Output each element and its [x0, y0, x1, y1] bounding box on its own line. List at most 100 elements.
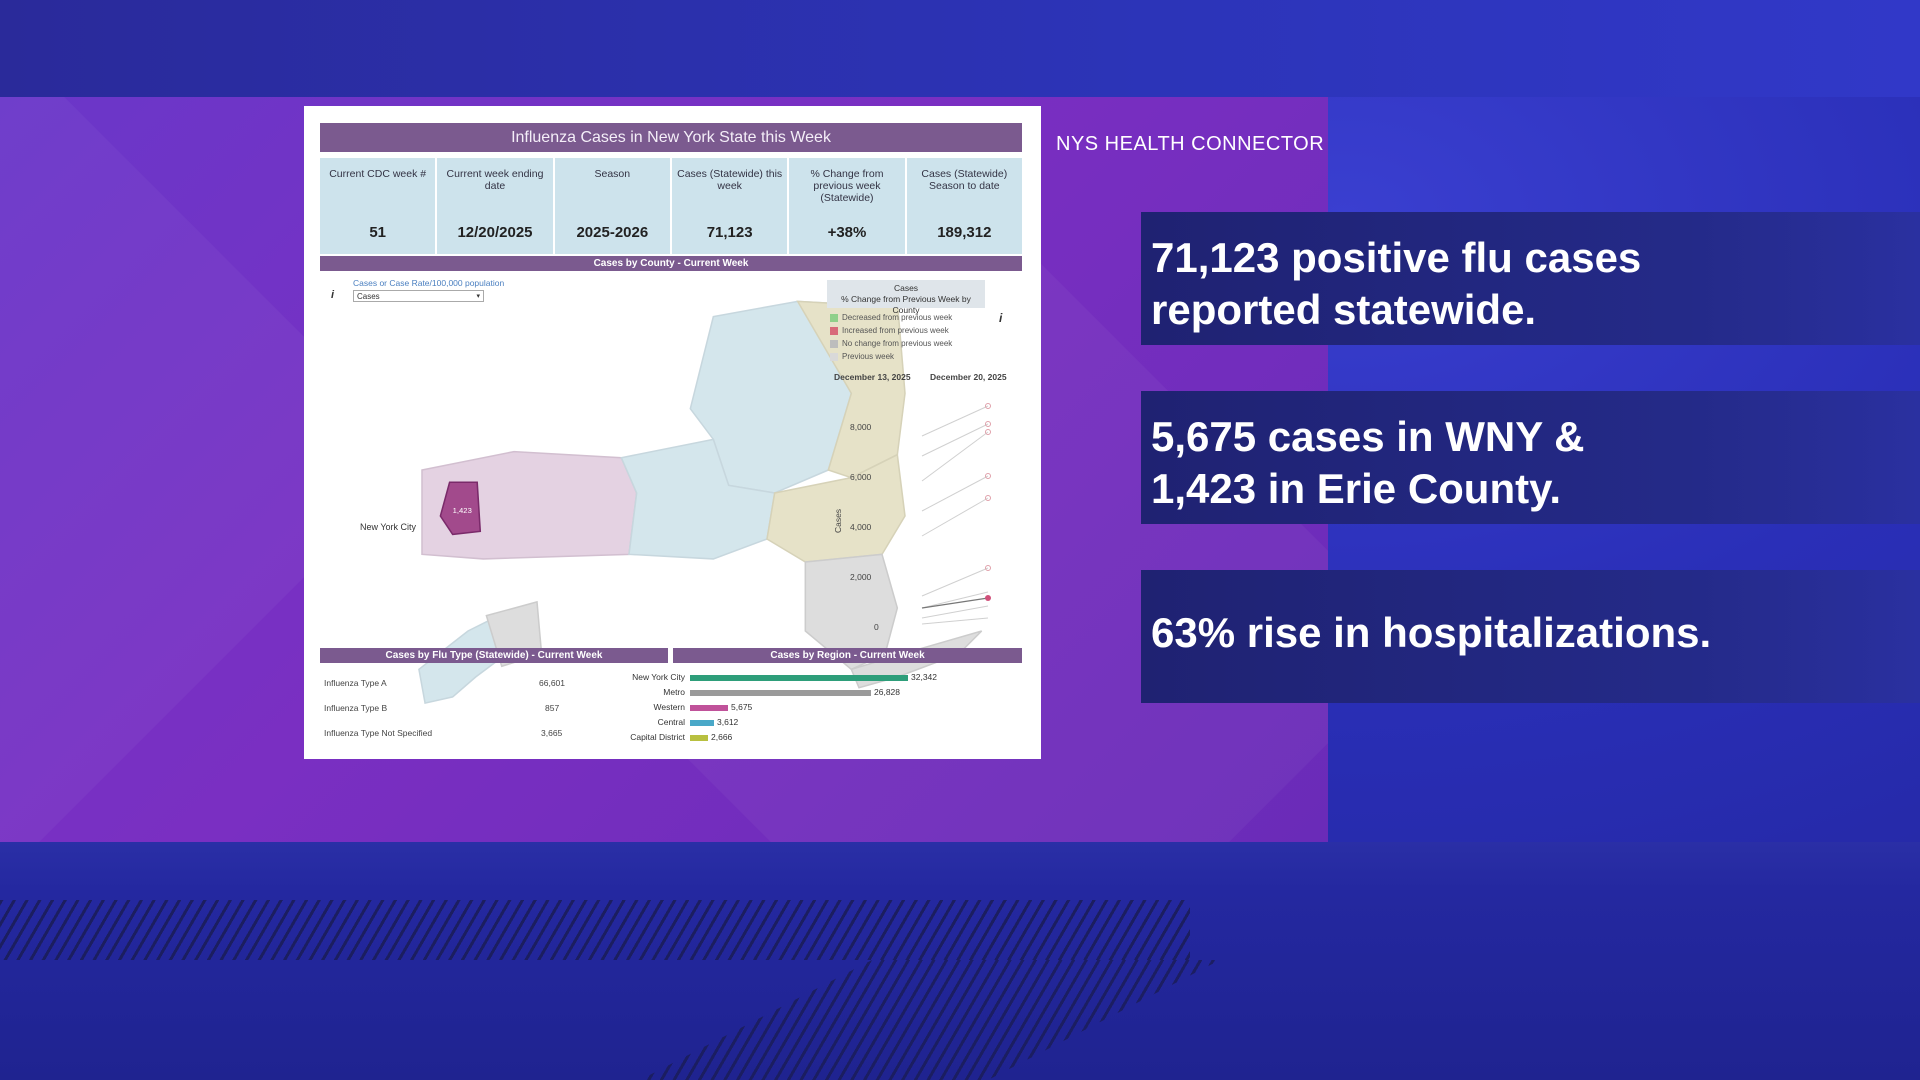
kpi-label: Cases (Statewide) Season to date: [921, 168, 1008, 192]
slope-y-label: Cases: [833, 508, 844, 534]
callout-line: reported statewide.: [1151, 286, 1537, 333]
region-label: Metro: [663, 687, 685, 697]
region-label: Capital District: [630, 732, 685, 742]
slope-point: [985, 403, 991, 409]
callout-card-wny: 5,675 cases in WNY & 1,423 in Erie Count…: [1141, 391, 1920, 524]
legend-item-no-change: No change from previous week: [830, 339, 952, 348]
callout-line: 71,123 positive flu cases: [1151, 234, 1642, 281]
change-legend-title: Cases % Change from Previous Week by Cou…: [827, 280, 985, 315]
region-bar-row: Capital District 2,666: [614, 732, 1014, 744]
slope-line: [921, 617, 989, 625]
slope-date-left: December 13, 2025: [834, 372, 911, 382]
legend-item-label: Previous week: [842, 352, 895, 361]
kpi-cases-week: Cases (Statewide) this week 71,123: [671, 158, 788, 254]
legend-item-label: Decreased from previous week: [842, 313, 953, 322]
kpi-season: Season 2025-2026: [554, 158, 670, 254]
slope-date-right: December 20, 2025: [930, 372, 1007, 382]
slope-point: [985, 495, 991, 501]
region-value: 26,828: [874, 687, 900, 697]
slope-line: [921, 405, 989, 437]
legend-swatch: [830, 326, 838, 335]
legend-item-decreased: Decreased from previous week: [830, 313, 952, 322]
kpi-label: % Change from previous week (Statewide): [810, 168, 884, 204]
region-bar[interactable]: [690, 705, 728, 711]
erie-value: 1,423: [453, 506, 472, 515]
slope-point: [985, 429, 991, 435]
slope-tick: 4,000: [850, 522, 872, 532]
background-top-band: [0, 0, 1920, 97]
info-icon[interactable]: i: [331, 289, 335, 301]
region-bar-row: Metro 26,828: [614, 687, 1014, 699]
flu-type-label: Influenza Type B: [324, 703, 388, 713]
flu-type-section-header: Cases by Flu Type (Statewide) - Current …: [320, 648, 668, 663]
region-bar[interactable]: [690, 675, 908, 681]
callout-line: 63% rise in hospitalizations.: [1151, 609, 1712, 656]
region-bar-row: New York City 32,342: [614, 672, 1014, 684]
kpi-value: 51: [369, 224, 386, 241]
kpi-value: 189,312: [937, 224, 992, 241]
metric-label: Cases or Case Rate/100,000 population: [353, 278, 505, 288]
slope-line: [921, 591, 989, 609]
legend-item-label: No change from previous week: [842, 339, 953, 348]
kpi-pct-change: % Change from previous week (Statewide) …: [789, 158, 905, 254]
callout-card-statewide: 71,123 positive flu cases reported state…: [1141, 212, 1920, 345]
kpi-week-ending: Current week ending date 12/20/2025: [437, 158, 553, 254]
legend-item-increased: Increased from previous week: [830, 326, 949, 335]
region-value: 5,675: [731, 702, 753, 712]
region-bar[interactable]: [690, 735, 708, 741]
region-label: New York City: [632, 672, 685, 682]
region-label: Central: [657, 717, 685, 727]
flu-type-value: 857: [545, 703, 560, 713]
legend-swatch: [830, 313, 838, 322]
kpi-label: Current week ending date: [446, 168, 544, 192]
slope-line: [921, 497, 989, 537]
slope-point: [985, 421, 991, 427]
slope-tick: 8,000: [850, 422, 872, 432]
slope-point-erie: [985, 595, 991, 601]
region-value: 32,342: [911, 672, 937, 682]
region-value: 2,666: [711, 732, 733, 742]
region-label: Western: [653, 702, 686, 712]
nyc-label: New York City: [360, 522, 417, 532]
kpi-row: Current CDC week # 51 Current week endin…: [320, 158, 1022, 254]
map-county-erie: [439, 481, 482, 536]
dashboard-title: Influenza Cases in New York State this W…: [320, 123, 1022, 152]
region-section-header: Cases by Region - Current Week: [673, 648, 1022, 663]
slope-line: [921, 605, 989, 619]
legend-item-label: Increased from previous week: [842, 326, 949, 335]
flu-type-label: Influenza Type Not Specified: [324, 728, 433, 738]
kpi-value: +38%: [827, 224, 867, 241]
flu-dashboard: Influenza Cases in New York State this W…: [304, 106, 1041, 759]
metric-select-value: Cases: [357, 292, 380, 301]
flu-type-value: 3,665: [541, 728, 563, 738]
map-region-capital: [766, 453, 906, 563]
flu-type-value: 66,601: [539, 678, 565, 688]
region-bar[interactable]: [690, 690, 871, 696]
slope-tick: 0: [874, 622, 879, 632]
slope-point: [985, 473, 991, 479]
region-bar[interactable]: [690, 720, 714, 726]
county-section-header: Cases by County - Current Week: [320, 256, 1022, 271]
county-map[interactable]: 1,423: [364, 286, 1124, 746]
callout-card-hospitalizations: 63% rise in hospitalizations.: [1141, 570, 1920, 703]
kpi-value: 71,123: [706, 224, 753, 241]
kpi-label: Current CDC week #: [329, 168, 427, 180]
slope-line: [921, 567, 989, 597]
slope-line: [921, 431, 989, 482]
legend-swatch: [830, 339, 838, 348]
legend-swatch: [830, 352, 838, 361]
slope-tick: 2,000: [850, 572, 872, 582]
callout-line: 5,675 cases in WNY &: [1151, 413, 1585, 460]
metric-select[interactable]: Cases ▾: [353, 290, 484, 302]
slope-chart[interactable]: [914, 396, 994, 636]
info-icon[interactable]: i: [999, 311, 1003, 325]
region-bar-row: Central 3,612: [614, 717, 1014, 729]
legend-item-previous: Previous week: [830, 352, 894, 361]
slope-tick: 6,000: [850, 472, 872, 482]
brand-label: NYS HEALTH CONNECTOR: [1056, 133, 1325, 155]
region-value: 3,612: [717, 717, 739, 727]
kpi-cdc-week: Current CDC week # 51: [320, 158, 436, 254]
kpi-value: 2025-2026: [576, 224, 649, 241]
decorative-stripes: [0, 900, 1190, 960]
kpi-season-total: Cases (Statewide) Season to date 189,312: [906, 158, 1022, 254]
